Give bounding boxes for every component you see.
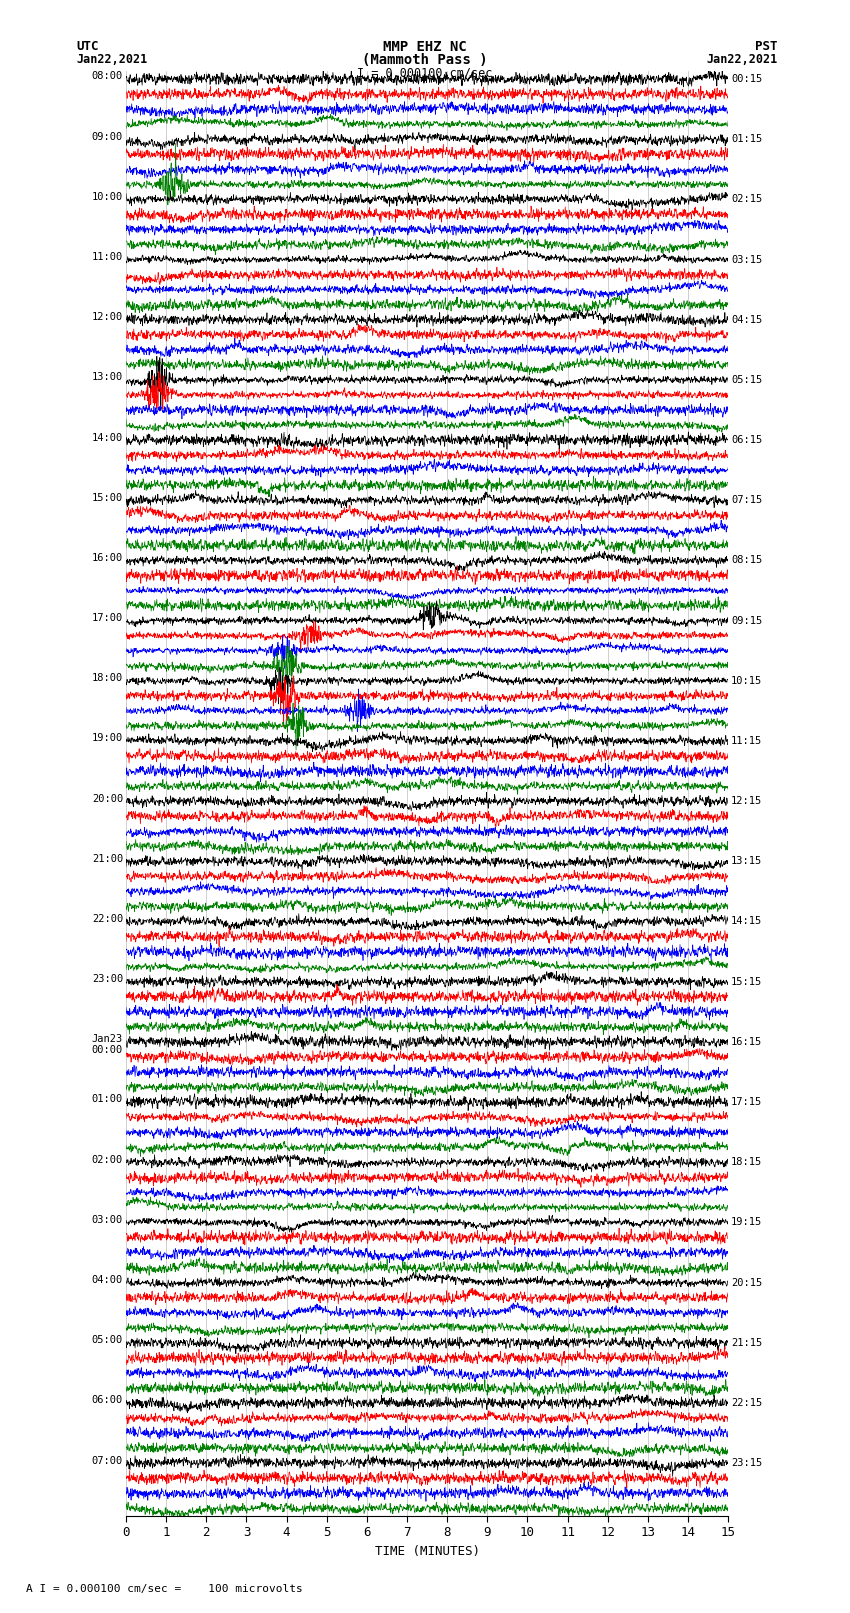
- Text: 15:15: 15:15: [731, 976, 762, 987]
- Text: 19:00: 19:00: [92, 734, 123, 744]
- Text: 08:00: 08:00: [92, 71, 123, 81]
- Text: UTC: UTC: [76, 40, 99, 53]
- Text: 17:00: 17:00: [92, 613, 123, 623]
- Text: 09:00: 09:00: [92, 132, 123, 142]
- Text: 12:00: 12:00: [92, 313, 123, 323]
- Text: 02:00: 02:00: [92, 1155, 123, 1165]
- Text: PST: PST: [756, 40, 778, 53]
- Text: (Mammoth Pass ): (Mammoth Pass ): [362, 53, 488, 68]
- Text: 10:15: 10:15: [731, 676, 762, 686]
- Text: 13:15: 13:15: [731, 857, 762, 866]
- X-axis label: TIME (MINUTES): TIME (MINUTES): [375, 1545, 479, 1558]
- Text: 22:00: 22:00: [92, 915, 123, 924]
- Text: A I = 0.000100 cm/sec =    100 microvolts: A I = 0.000100 cm/sec = 100 microvolts: [26, 1584, 303, 1594]
- Text: 23:15: 23:15: [731, 1458, 762, 1468]
- Text: 09:15: 09:15: [731, 616, 762, 626]
- Text: 14:15: 14:15: [731, 916, 762, 926]
- Text: 05:00: 05:00: [92, 1336, 123, 1345]
- Text: 20:00: 20:00: [92, 794, 123, 803]
- Text: 18:15: 18:15: [731, 1157, 762, 1168]
- Text: 07:00: 07:00: [92, 1455, 123, 1466]
- Text: 06:00: 06:00: [92, 1395, 123, 1405]
- Text: 20:15: 20:15: [731, 1277, 762, 1287]
- Text: MMP EHZ NC: MMP EHZ NC: [383, 40, 467, 55]
- Text: 10:00: 10:00: [92, 192, 123, 202]
- Text: 15:00: 15:00: [92, 492, 123, 503]
- Text: 04:00: 04:00: [92, 1274, 123, 1286]
- Text: 21:00: 21:00: [92, 853, 123, 863]
- Text: 03:00: 03:00: [92, 1215, 123, 1224]
- Text: 11:15: 11:15: [731, 736, 762, 745]
- Text: 03:15: 03:15: [731, 255, 762, 265]
- Text: Jan22,2021: Jan22,2021: [76, 53, 148, 66]
- Text: 11:00: 11:00: [92, 252, 123, 261]
- Text: 17:15: 17:15: [731, 1097, 762, 1107]
- Text: 07:15: 07:15: [731, 495, 762, 505]
- Text: 08:15: 08:15: [731, 555, 762, 566]
- Text: 14:00: 14:00: [92, 432, 123, 442]
- Text: 16:00: 16:00: [92, 553, 123, 563]
- Text: I = 0.000100 cm/sec: I = 0.000100 cm/sec: [357, 66, 493, 79]
- Text: 05:15: 05:15: [731, 374, 762, 386]
- Text: 22:15: 22:15: [731, 1398, 762, 1408]
- Text: 21:15: 21:15: [731, 1337, 762, 1348]
- Text: 06:15: 06:15: [731, 436, 762, 445]
- Text: Jan22,2021: Jan22,2021: [706, 53, 778, 66]
- Text: 02:15: 02:15: [731, 194, 762, 205]
- Text: 01:00: 01:00: [92, 1095, 123, 1105]
- Text: 12:15: 12:15: [731, 797, 762, 806]
- Text: 13:00: 13:00: [92, 373, 123, 382]
- Text: 19:15: 19:15: [731, 1218, 762, 1227]
- Text: 00:00: 00:00: [92, 1045, 123, 1055]
- Text: 04:15: 04:15: [731, 315, 762, 324]
- Text: 01:15: 01:15: [731, 134, 762, 144]
- Text: 23:00: 23:00: [92, 974, 123, 984]
- Text: 16:15: 16:15: [731, 1037, 762, 1047]
- Text: 18:00: 18:00: [92, 673, 123, 684]
- Text: 00:15: 00:15: [731, 74, 762, 84]
- Text: Jan23: Jan23: [92, 1034, 123, 1044]
